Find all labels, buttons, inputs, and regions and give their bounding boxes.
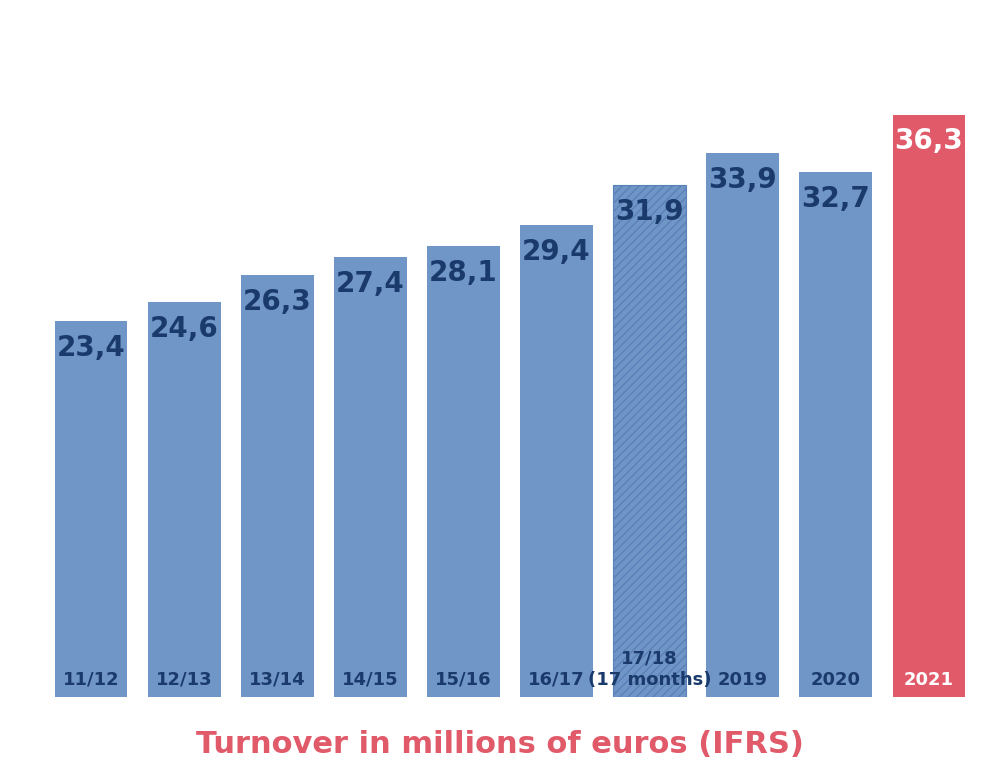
Text: 2020: 2020 <box>811 670 861 689</box>
Text: 31,9: 31,9 <box>615 198 684 226</box>
Text: 17/18
(17 months): 17/18 (17 months) <box>588 650 711 689</box>
Bar <box>520 225 593 697</box>
Bar <box>613 185 686 697</box>
Text: 14/15: 14/15 <box>342 670 399 689</box>
Bar <box>799 173 872 697</box>
Text: 24,6: 24,6 <box>150 315 219 343</box>
Text: 28,1: 28,1 <box>429 259 498 287</box>
Text: 16/17: 16/17 <box>528 670 585 689</box>
Text: 11/12: 11/12 <box>63 670 120 689</box>
Text: 27,4: 27,4 <box>336 270 405 298</box>
Text: 32,7: 32,7 <box>801 185 870 213</box>
Text: 2019: 2019 <box>718 670 768 689</box>
Bar <box>706 153 779 697</box>
Text: 23,4: 23,4 <box>57 334 126 362</box>
Text: 2021: 2021 <box>904 670 954 689</box>
Text: 12/13: 12/13 <box>156 670 213 689</box>
Bar <box>427 246 500 697</box>
Text: 26,3: 26,3 <box>243 288 312 316</box>
Bar <box>55 321 127 697</box>
Bar <box>241 275 314 697</box>
Text: Turnover in millions of euros (IFRS): Turnover in millions of euros (IFRS) <box>196 730 804 759</box>
Bar <box>148 302 221 697</box>
Text: 36,3: 36,3 <box>894 128 963 156</box>
Text: 33,9: 33,9 <box>708 166 777 194</box>
Bar <box>334 257 407 697</box>
Text: 13/14: 13/14 <box>249 670 306 689</box>
Text: 15/16: 15/16 <box>435 670 492 689</box>
Text: 29,4: 29,4 <box>522 238 591 266</box>
Bar <box>893 115 965 697</box>
Bar <box>613 185 686 697</box>
